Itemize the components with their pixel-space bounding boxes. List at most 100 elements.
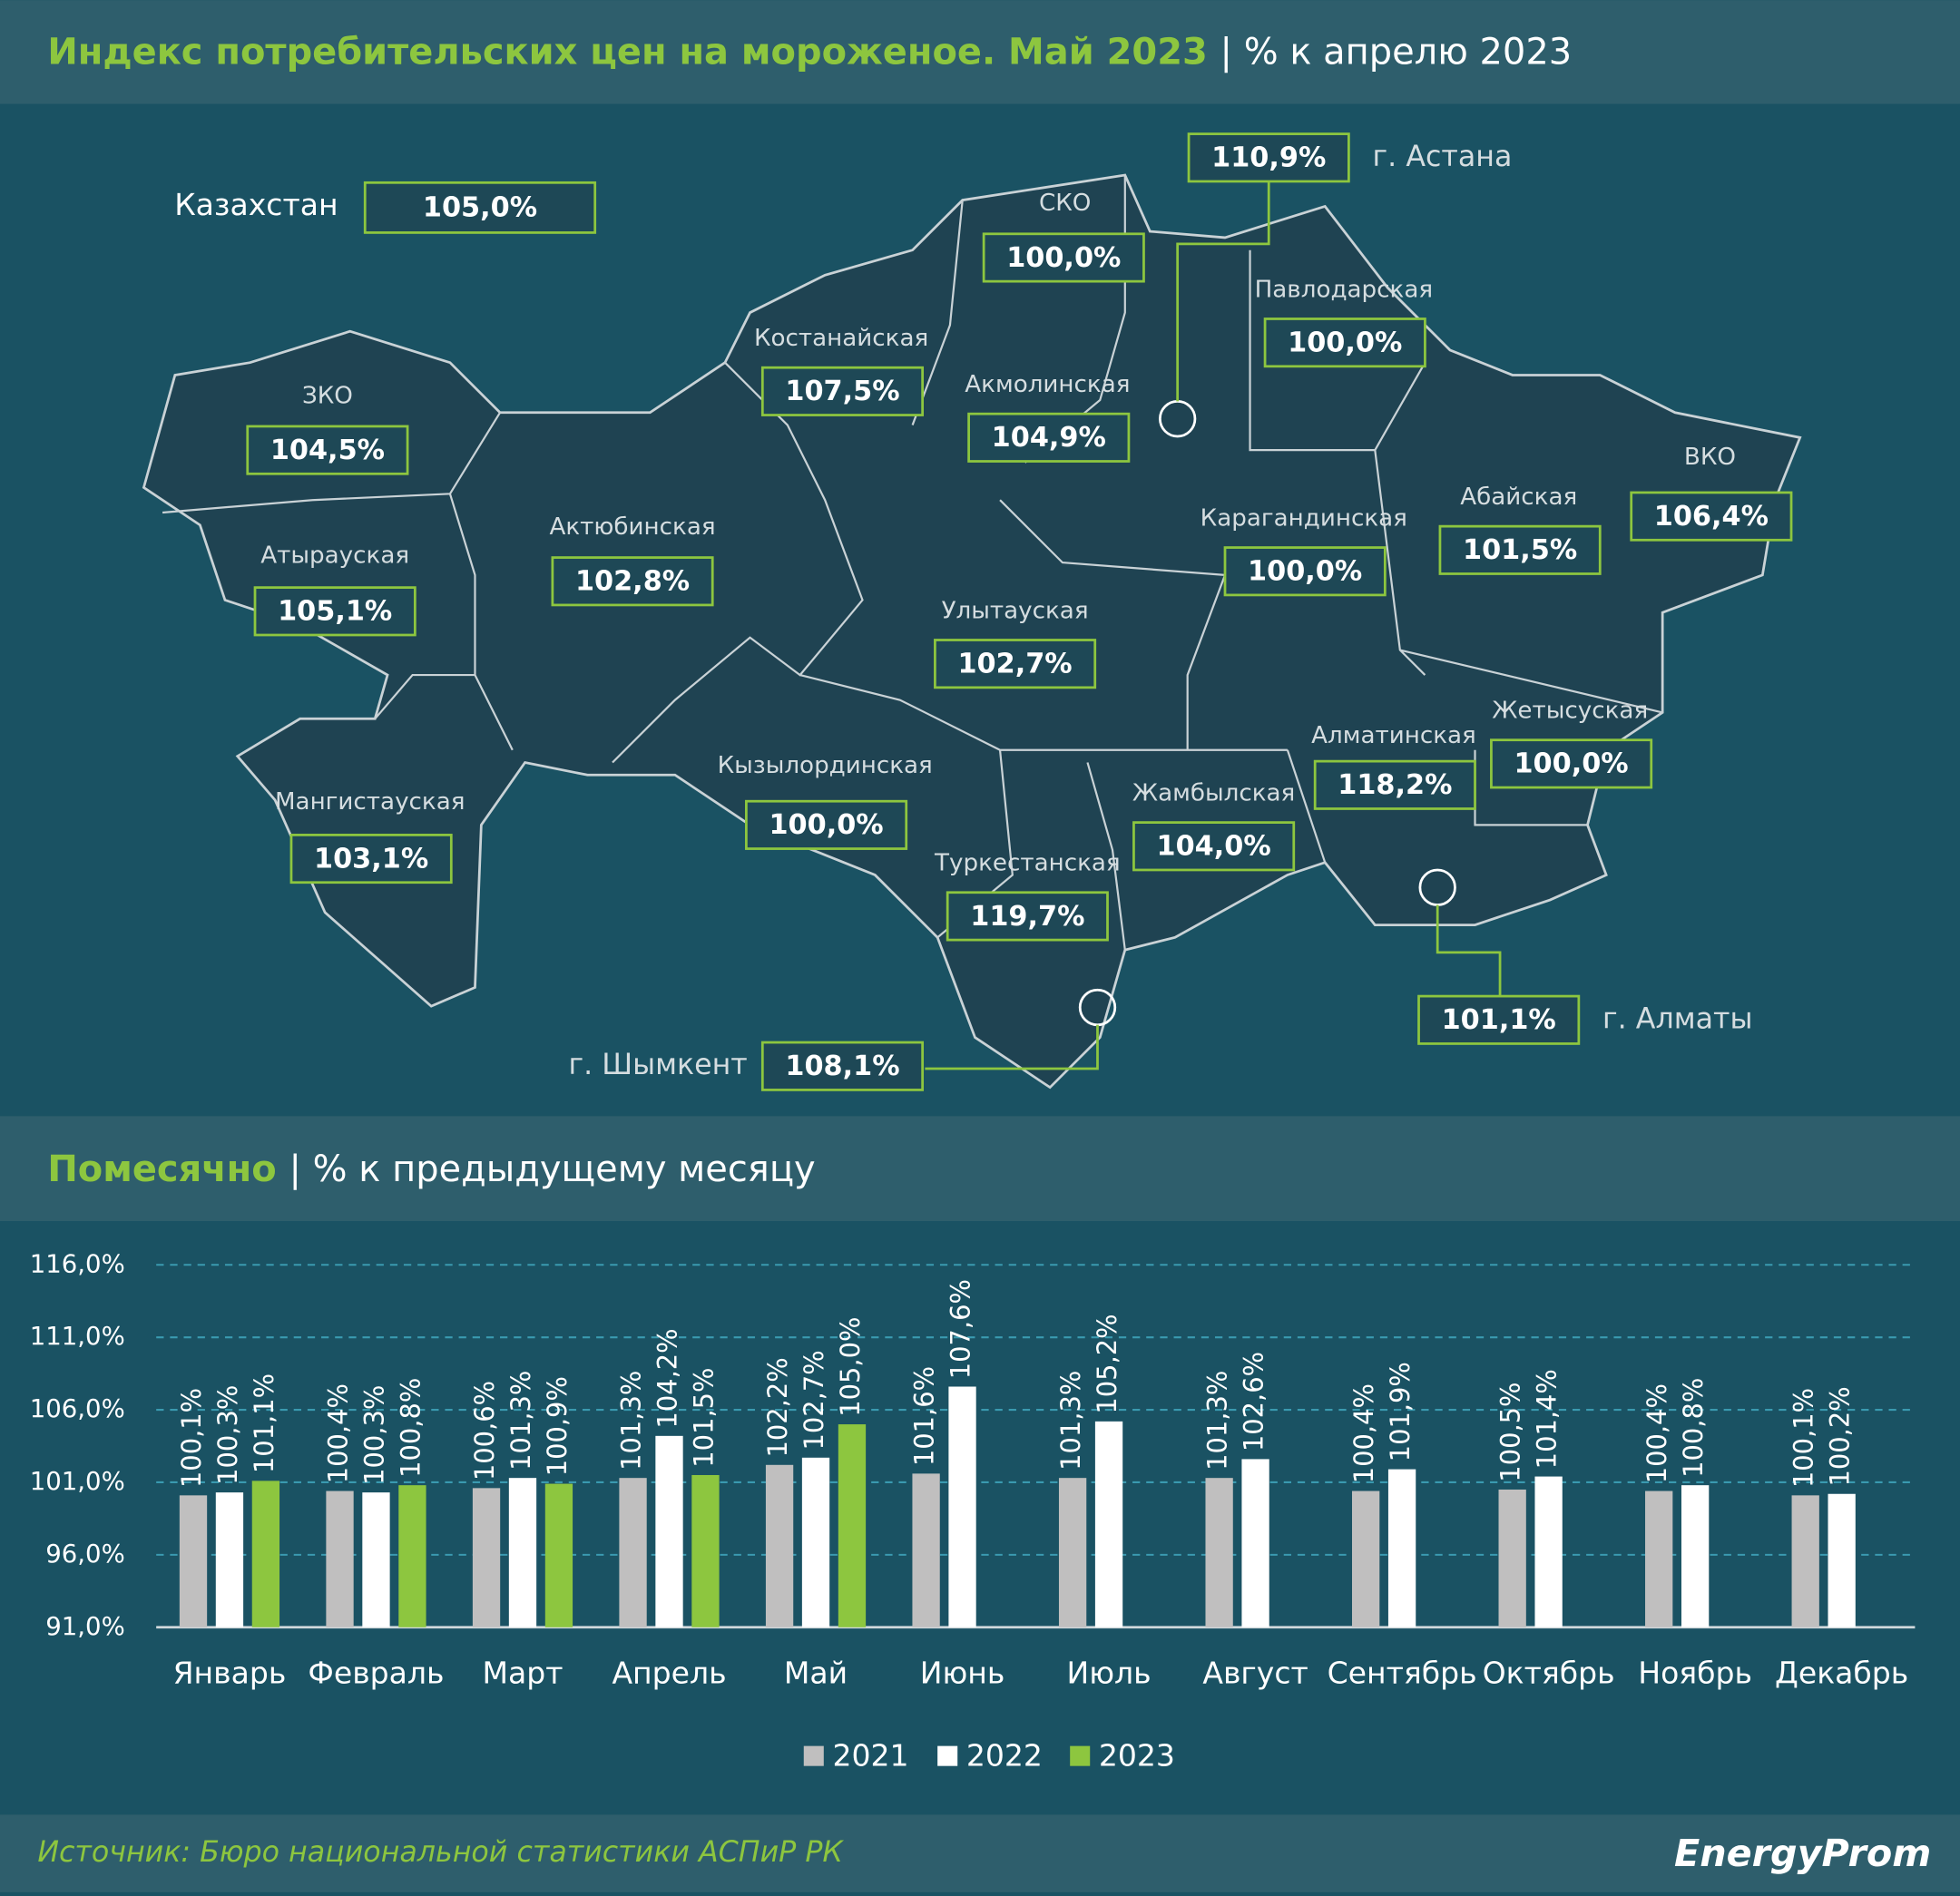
value-label: 100,4%: [323, 1383, 354, 1483]
x-tick-label: Январь: [173, 1656, 287, 1691]
bar: [691, 1474, 720, 1627]
x-tick-label: Июнь: [920, 1656, 1005, 1691]
x-tick-label: Апрель: [612, 1656, 726, 1691]
bar: [1058, 1478, 1087, 1627]
value-box: [1223, 546, 1387, 597]
value-label: 100,3%: [358, 1385, 389, 1485]
value-box: [1438, 524, 1602, 575]
value-label: 101,3%: [1055, 1371, 1086, 1471]
value-box: [967, 412, 1131, 463]
bar: [1205, 1478, 1233, 1627]
x-tick-label: Ноябрь: [1638, 1656, 1752, 1691]
y-tick-label: 106,0%: [30, 1394, 125, 1423]
value-box: [1313, 759, 1476, 810]
bar: [1094, 1421, 1123, 1627]
bar: [1534, 1476, 1563, 1627]
x-tick-label: Декабрь: [1775, 1656, 1908, 1691]
bar-chart: 91,0% 96,0% 101,0% 106,0% 111,0% 116,0% Январь…: [30, 1249, 1916, 1774]
value-label: 101,3%: [616, 1371, 647, 1471]
value-box: [934, 639, 1097, 689]
bar: [472, 1488, 501, 1627]
value-label: 100,1%: [176, 1388, 207, 1488]
country-value: 105,0%: [423, 192, 537, 224]
logo: EnergyProm: [1674, 1832, 1931, 1875]
region-value: 100,0%: [1248, 556, 1362, 588]
connector: [925, 1024, 1099, 1070]
region-value: 110,9%: [1211, 142, 1326, 174]
region-value: 100,0%: [1514, 748, 1628, 780]
country-name: Казахстан: [174, 187, 338, 222]
value-label: 100,6%: [469, 1381, 500, 1481]
country-outline: [142, 173, 1802, 1090]
section-label: Помесячно: [47, 1148, 276, 1190]
bar: [765, 1464, 794, 1627]
legend-label: 2022: [966, 1738, 1043, 1774]
value-label: 100,8%: [395, 1378, 426, 1478]
value-label: 102,6%: [1239, 1352, 1269, 1451]
region-name: Павлодарская: [1255, 276, 1434, 303]
y-tick-label: 111,0%: [30, 1322, 125, 1351]
value-label: 102,7%: [799, 1350, 829, 1450]
bar: [801, 1457, 830, 1627]
value-label: 105,2%: [1092, 1314, 1122, 1413]
footer-band: [0, 1814, 1960, 1892]
value-box: [551, 556, 714, 607]
value-box: [1187, 132, 1350, 183]
x-tick-label: Март: [482, 1656, 563, 1691]
region-name: г. Астана: [1373, 141, 1513, 173]
x-tick-label: Сентябрь: [1328, 1656, 1477, 1691]
section-title: Помесячно | % к предыдущему месяцу: [47, 1148, 815, 1190]
legend-label: 2023: [1099, 1738, 1175, 1774]
region-value: 104,5%: [270, 435, 385, 466]
x-tick-label: Февраль: [308, 1656, 444, 1691]
value-box: [253, 586, 416, 637]
region-value: 108,1%: [785, 1051, 899, 1082]
bar: [1351, 1490, 1380, 1627]
value-box: [1490, 738, 1653, 789]
bar: [544, 1483, 573, 1627]
value-label: 100,1%: [1788, 1388, 1819, 1488]
connector: [1436, 904, 1502, 997]
region-value: 104,0%: [1157, 831, 1271, 863]
value-label: 105,0%: [835, 1317, 866, 1417]
value-box: [1630, 491, 1793, 542]
region-value: 100,0%: [1006, 242, 1121, 274]
region-name: Кызылординская: [718, 752, 933, 779]
bar: [508, 1478, 537, 1627]
bar: [912, 1473, 940, 1627]
region-value: 101,5%: [1463, 534, 1577, 566]
value-label: 101,9%: [1385, 1362, 1416, 1461]
value-label: 101,3%: [505, 1371, 536, 1471]
title: Индекс потребительских цен на мороженое.…: [47, 31, 1207, 73]
value-label: 101,5%: [688, 1367, 719, 1467]
x-tick-label: Октябрь: [1483, 1656, 1615, 1691]
x-tick-label: Август: [1202, 1656, 1308, 1691]
bar: [948, 1386, 976, 1627]
bar: [251, 1481, 280, 1627]
x-tick-label: Май: [784, 1656, 848, 1691]
y-tick-label: 116,0%: [30, 1249, 125, 1278]
bar: [1828, 1493, 1856, 1627]
bar: [1387, 1469, 1416, 1627]
region-value: 102,8%: [575, 566, 690, 598]
value-label: 101,6%: [909, 1366, 940, 1466]
subtitle: | % к апрелю 2023: [1220, 31, 1573, 73]
region-value: 106,4%: [1654, 501, 1769, 533]
region-name: Туркестанская: [934, 850, 1121, 877]
region-name: Мангистауская: [275, 788, 466, 816]
value-label: 101,3%: [1202, 1371, 1233, 1471]
value-box: [760, 1041, 925, 1091]
map: Казахстан 105,0% г. Астана 110,9% СКО 100,0…: [142, 132, 1802, 1091]
bar: [838, 1424, 867, 1627]
region-value: 105,1%: [278, 596, 392, 628]
region-name: Атырауская: [260, 542, 409, 570]
bar: [1791, 1495, 1819, 1627]
value-box: [289, 834, 453, 884]
region-name: Костанайская: [754, 325, 928, 352]
region-value: 118,2%: [1338, 769, 1452, 801]
header-title: Индекс потребительских цен на мороженое.…: [47, 31, 1572, 73]
value-box: [1417, 994, 1581, 1045]
value-box: [1263, 318, 1426, 368]
